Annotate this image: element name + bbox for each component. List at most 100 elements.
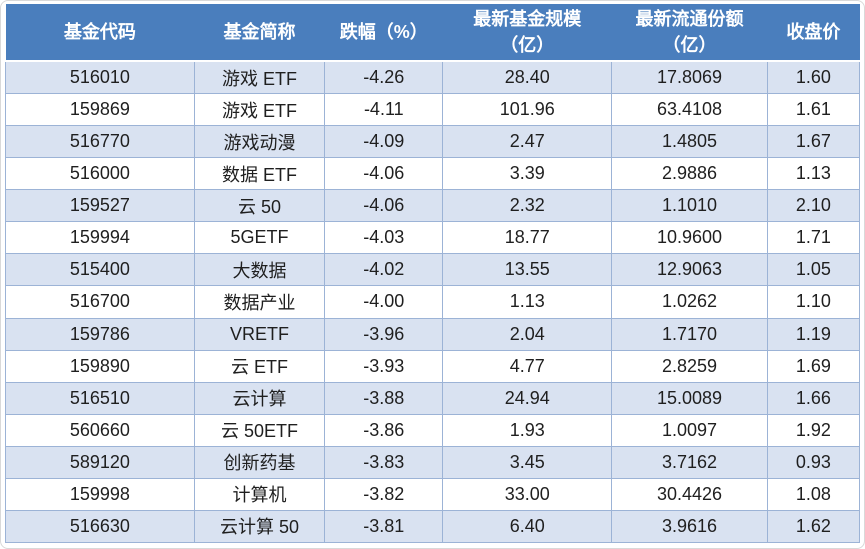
table-row: 589120 创新药基 -3.83 3.45 3.7162 0.93 [5,445,861,479]
cell-fund-name: 数据产业 [193,285,326,319]
cell-fund-code: 159869 [5,93,195,127]
cell-close-price: 1.67 [766,125,861,159]
cell-fund-code: 560660 [5,413,195,447]
cell-fund-name: 5GETF [193,221,326,255]
cell-fund-name: 大数据 [193,253,326,287]
cell-circulating-shares: 10.9600 [611,221,768,255]
cell-fund-name: 计算机 [193,477,326,511]
cell-fund-size: 4.77 [442,349,613,383]
col-header-circulating-shares: 最新流通份额 （亿） [611,4,768,62]
cell-fund-name: 云 50 [193,189,326,223]
cell-fund-code: 516010 [5,60,195,95]
cell-fund-code: 159786 [5,317,195,351]
col-header-close-price: 收盘价 [767,4,860,62]
cell-close-price: 1.08 [766,477,861,511]
cell-fund-name: 创新药基 [193,445,326,479]
cell-decline-pct: -4.26 [324,60,444,95]
cell-fund-name: 游戏 ETF [193,93,326,127]
cell-decline-pct: -4.03 [324,221,444,255]
cell-fund-code: 516000 [5,157,195,191]
cell-circulating-shares: 1.7170 [611,317,768,351]
cell-fund-code: 516630 [5,509,195,544]
table-row: 159786 VRETF -3.96 2.04 1.7170 1.19 [5,317,861,351]
cell-fund-name: 云计算 [193,381,326,415]
fund-table: 基金代码 基金简称 跌幅（%） 最新基金规模 （亿） [5,4,861,544]
cell-circulating-shares: 63.4108 [611,93,768,127]
cell-fund-name: 游戏 ETF [193,60,326,95]
cell-close-price: 2.10 [766,189,861,223]
cell-fund-code: 159994 [5,221,195,255]
cell-fund-name: 数据 ETF [193,157,326,191]
cell-decline-pct: -3.96 [324,317,444,351]
table-row: 516770 游戏动漫 -4.09 2.47 1.4805 1.67 [5,125,861,159]
cell-close-price: 1.10 [766,285,861,319]
cell-close-price: 1.19 [766,317,861,351]
table-header: 基金代码 基金简称 跌幅（%） 最新基金规模 （亿） [5,4,860,62]
cell-circulating-shares: 2.9886 [611,157,768,191]
table-body: 516010 游戏 ETF -4.26 28.40 17.8069 1.60 1… [5,60,861,544]
col-header-label: 基金简称 [223,21,296,42]
cell-close-price: 1.60 [766,60,861,95]
cell-close-price: 1.92 [766,413,861,447]
col-header-label: 最新基金规模 [473,8,582,29]
cell-close-price: 1.69 [766,349,861,383]
table-row: 159998 计算机 -3.82 33.00 30.4426 1.08 [5,477,861,511]
cell-circulating-shares: 30.4426 [611,477,768,511]
cell-fund-size: 2.04 [442,317,613,351]
cell-close-price: 1.13 [766,157,861,191]
cell-fund-size: 1.13 [442,285,613,319]
col-header-label: 跌幅（%） [339,21,428,42]
cell-close-price: 1.61 [766,93,861,127]
cell-fund-size: 2.32 [442,189,613,223]
cell-decline-pct: -4.06 [324,157,444,191]
cell-decline-pct: -3.82 [324,477,444,511]
table-row: 516630 云计算 50 -3.81 6.40 3.9616 1.62 [5,509,861,544]
col-header-label-line2: （亿） [662,35,717,55]
table-row: 516010 游戏 ETF -4.26 28.40 17.8069 1.60 [5,60,861,95]
cell-fund-size: 3.39 [442,157,613,191]
cell-fund-size: 18.77 [442,221,613,255]
cell-close-price: 0.93 [766,445,861,479]
cell-close-price: 1.71 [766,221,861,255]
cell-decline-pct: -4.00 [324,285,444,319]
table-row: 159890 云 ETF -3.93 4.77 2.8259 1.69 [5,349,861,383]
table-row: 560660 云 50ETF -3.86 1.93 1.0097 1.92 [5,413,861,447]
cell-fund-name: 云 50ETF [193,413,326,447]
cell-fund-code: 159527 [5,189,195,223]
table-row: 159869 游戏 ETF -4.11 101.96 63.4108 1.61 [5,93,861,127]
cell-circulating-shares: 3.9616 [611,509,768,544]
cell-fund-size: 24.94 [442,381,613,415]
cell-circulating-shares: 15.0089 [611,381,768,415]
table-row: 516000 数据 ETF -4.06 3.39 2.9886 1.13 [5,157,861,191]
table-row: 516510 云计算 -3.88 24.94 15.0089 1.66 [5,381,861,415]
cell-close-price: 1.66 [766,381,861,415]
table-row: 515400 大数据 -4.02 13.55 12.9063 1.05 [5,253,861,287]
cell-circulating-shares: 2.8259 [611,349,768,383]
cell-fund-name: 游戏动漫 [193,125,326,159]
col-header-fund-code: 基金代码 [5,4,195,62]
cell-decline-pct: -4.06 [324,189,444,223]
cell-fund-size: 33.00 [442,477,613,511]
cell-fund-code: 516510 [5,381,195,415]
cell-decline-pct: -3.93 [324,349,444,383]
cell-decline-pct: -3.88 [324,381,444,415]
cell-decline-pct: -4.11 [324,93,444,127]
cell-fund-code: 515400 [5,253,195,287]
col-header-fund-name: 基金简称 [194,4,325,62]
cell-fund-size: 2.47 [442,125,613,159]
cell-fund-size: 28.40 [442,60,613,95]
cell-decline-pct: -4.02 [324,253,444,287]
cell-decline-pct: -3.83 [324,445,444,479]
cell-fund-size: 3.45 [442,445,613,479]
header-row: 基金代码 基金简称 跌幅（%） 最新基金规模 （亿） [5,4,860,62]
cell-fund-code: 516700 [5,285,195,319]
cell-circulating-shares: 1.0262 [611,285,768,319]
cell-decline-pct: -3.86 [324,413,444,447]
cell-decline-pct: -3.81 [324,509,444,544]
table-row: 159527 云 50 -4.06 2.32 1.1010 2.10 [5,189,861,223]
col-header-label: 最新流通份额 [635,8,744,29]
cell-decline-pct: -4.09 [324,125,444,159]
cell-fund-code: 159998 [5,477,195,511]
cell-fund-name: VRETF [193,317,326,351]
fund-table-container: 基金代码 基金简称 跌幅（%） 最新基金规模 （亿） [5,4,861,544]
